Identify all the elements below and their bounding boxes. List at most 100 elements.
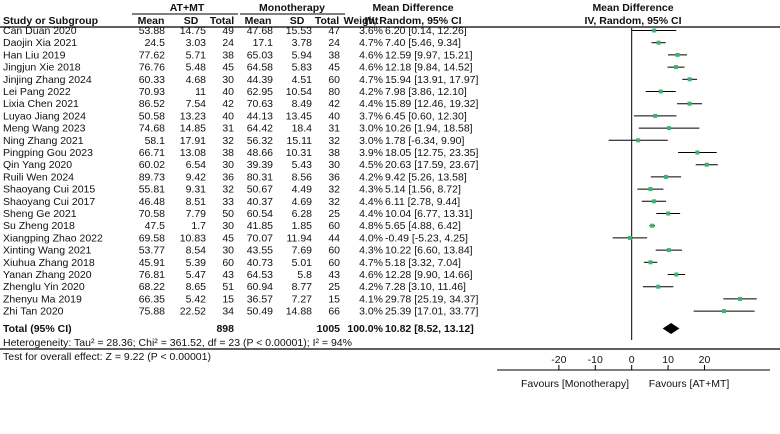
cell-md-text: 20.63 [17.59, 23.67] bbox=[385, 159, 478, 171]
cell-c-mean: 17.1 bbox=[253, 37, 274, 49]
cell-c-total: 80 bbox=[328, 86, 340, 98]
cell-t-total: 30 bbox=[222, 74, 234, 86]
cell-c-total: 42 bbox=[328, 98, 340, 110]
point-estimate-marker bbox=[704, 162, 709, 167]
cell-t-total: 43 bbox=[222, 269, 234, 281]
table-row: Jingjun Xie 2018 76.76 5.48 45 64.58 5.83 45 4.… bbox=[3, 62, 685, 74]
table-row: Sheng Ge 2021 70.58 7.79 50 60.54 6.28 25 4.4% 1… bbox=[3, 208, 681, 220]
cell-t-sd: 8.51 bbox=[186, 196, 207, 208]
cell-study: Lixia Chen 2021 bbox=[3, 98, 79, 110]
cell-study: Zhi Tan 2020 bbox=[3, 306, 64, 318]
cell-c-total: 60 bbox=[328, 220, 340, 232]
cell-t-sd: 4.68 bbox=[186, 74, 207, 86]
cell-t-sd: 3.03 bbox=[186, 37, 207, 49]
cell-weight: 4.7% bbox=[359, 74, 383, 86]
cell-weight: 3.0% bbox=[359, 135, 383, 147]
effect-title-left: Mean Difference bbox=[372, 2, 453, 14]
cell-t-sd: 8.54 bbox=[186, 245, 207, 257]
point-estimate-marker bbox=[666, 211, 671, 216]
cell-c-total: 36 bbox=[328, 171, 340, 183]
cell-md-text: 7.98 [3.86, 12.10] bbox=[385, 86, 467, 98]
point-estimate-marker bbox=[667, 126, 672, 131]
cell-c-total: 25 bbox=[328, 281, 340, 293]
cell-c-total: 32 bbox=[328, 184, 340, 196]
x-tick-label: 10 bbox=[662, 354, 674, 366]
cell-t-total: 45 bbox=[222, 62, 234, 74]
cell-c-total: 25 bbox=[328, 208, 340, 220]
cell-c-sd: 1.85 bbox=[292, 220, 313, 232]
cell-t-mean: 45.91 bbox=[139, 257, 165, 269]
cell-t-total: 30 bbox=[222, 220, 234, 232]
cell-t-total: 30 bbox=[222, 245, 234, 257]
cell-md-text: 10.22 [6.60, 13.84] bbox=[385, 245, 473, 257]
table-row: Luyao Jiang 2024 50.58 13.23 40 44.13 13.45 40… bbox=[3, 110, 677, 122]
cell-c-sd: 7.69 bbox=[292, 245, 313, 257]
cell-c-sd: 11.94 bbox=[287, 232, 313, 244]
table-row: Xiuhua Zhang 2018 45.91 5.39 60 40.73 5.01 60 4… bbox=[3, 257, 658, 269]
table-row: Qin Yang 2020 60.02 6.54 30 39.39 5.43 30 4.5% 2… bbox=[3, 159, 718, 171]
cell-study: Zhenyu Ma 2019 bbox=[3, 293, 82, 305]
cell-t-sd: 5.47 bbox=[186, 269, 207, 281]
cell-md-text: 7.40 [5.46, 9.34] bbox=[385, 37, 461, 49]
cell-c-total: 60 bbox=[328, 257, 340, 269]
treatment-group-header: AT+MT bbox=[170, 2, 205, 14]
cell-t-mean: 74.68 bbox=[139, 123, 165, 135]
total-diamond-group bbox=[662, 323, 680, 334]
study-rows: Can Duan 2020 53.88 14.75 49 47.68 15.53 47 3.6… bbox=[3, 25, 757, 340]
point-estimate-marker bbox=[650, 223, 655, 228]
cell-study: Jingjun Xie 2018 bbox=[3, 62, 81, 74]
summary-diamond bbox=[662, 323, 680, 334]
cell-t-sd: 14.75 bbox=[180, 25, 206, 37]
cell-study: Zhenglu Yin 2020 bbox=[3, 281, 85, 293]
point-estimate-marker bbox=[674, 65, 679, 70]
cell-t-mean: 69.58 bbox=[139, 232, 165, 244]
cell-c-sd: 4.49 bbox=[292, 184, 313, 196]
cell-study: Ning Zhang 2021 bbox=[3, 135, 84, 147]
table-row: Daojin Xia 2021 24.5 3.03 24 17.1 3.78 24 4.7% 7… bbox=[3, 37, 666, 49]
cell-t-mean: 75.88 bbox=[139, 306, 165, 318]
table-row: Zhenglu Yin 2020 68.22 8.65 51 60.94 8.77 25 4.… bbox=[3, 281, 674, 293]
cell-t-mean: 66.35 bbox=[139, 293, 165, 305]
x-tick-label: 0 bbox=[629, 354, 635, 366]
cell-c-mean: 50.49 bbox=[247, 306, 273, 318]
cell-study: Qin Yang 2020 bbox=[3, 159, 72, 171]
cell-md-text: 9.42 [5.26, 13.58] bbox=[385, 171, 467, 183]
cell-c-total: 31 bbox=[328, 123, 340, 135]
cell-study: Xiuhua Zhang 2018 bbox=[3, 257, 95, 269]
point-estimate-marker bbox=[658, 89, 663, 94]
column-header-t-mean: Mean bbox=[138, 15, 165, 27]
point-estimate-marker bbox=[663, 174, 668, 179]
cell-t-sd: 17.91 bbox=[180, 135, 206, 147]
cell-weight: 4.2% bbox=[359, 86, 383, 98]
cell-t-total: 24 bbox=[222, 37, 234, 49]
column-header-study: Study or Subgroup bbox=[3, 15, 98, 27]
cell-c-sd: 5.01 bbox=[292, 257, 313, 269]
cell-study: Sheng Ge 2021 bbox=[3, 208, 77, 220]
cell-study: Su Zheng 2018 bbox=[3, 220, 75, 232]
cell-study: Yanan Zhang 2020 bbox=[3, 269, 92, 281]
cell-t-total: 40 bbox=[222, 110, 234, 122]
cell-c-total: 24 bbox=[328, 37, 340, 49]
cell-c-mean: 36.57 bbox=[247, 293, 273, 305]
cell-t-total: 49 bbox=[222, 25, 234, 37]
cell-c-total: 43 bbox=[328, 269, 340, 281]
table-row: Zhi Tan 2020 75.88 22.52 34 50.49 14.88 66 3.0%… bbox=[3, 306, 755, 318]
total-md-text: 10.82 [8.52, 13.12] bbox=[385, 323, 474, 335]
point-estimate-marker bbox=[656, 40, 661, 45]
cell-weight: 4.6% bbox=[359, 49, 383, 61]
cell-c-sd: 15.53 bbox=[286, 25, 312, 37]
cell-c-mean: 43.55 bbox=[247, 245, 273, 257]
column-header-c-mean: Mean bbox=[245, 15, 272, 27]
cell-t-total: 51 bbox=[222, 281, 234, 293]
cell-study: Meng Wang 2023 bbox=[3, 123, 86, 135]
cell-t-sd: 7.79 bbox=[186, 208, 207, 220]
cell-t-mean: 76.81 bbox=[139, 269, 165, 281]
cell-t-total: 38 bbox=[222, 147, 234, 159]
cell-c-total: 60 bbox=[328, 74, 340, 86]
cell-c-sd: 15.11 bbox=[287, 135, 313, 147]
cell-c-total: 32 bbox=[328, 196, 340, 208]
table-row: Su Zheng 2018 47.5 1.7 30 41.85 1.85 60 4.8% 5.6… bbox=[3, 220, 656, 232]
table-row: Can Duan 2020 53.88 14.75 49 47.68 15.53 47 3.6… bbox=[3, 25, 677, 37]
cell-weight: 4.2% bbox=[359, 171, 383, 183]
column-header-weight: Weight bbox=[344, 15, 379, 27]
